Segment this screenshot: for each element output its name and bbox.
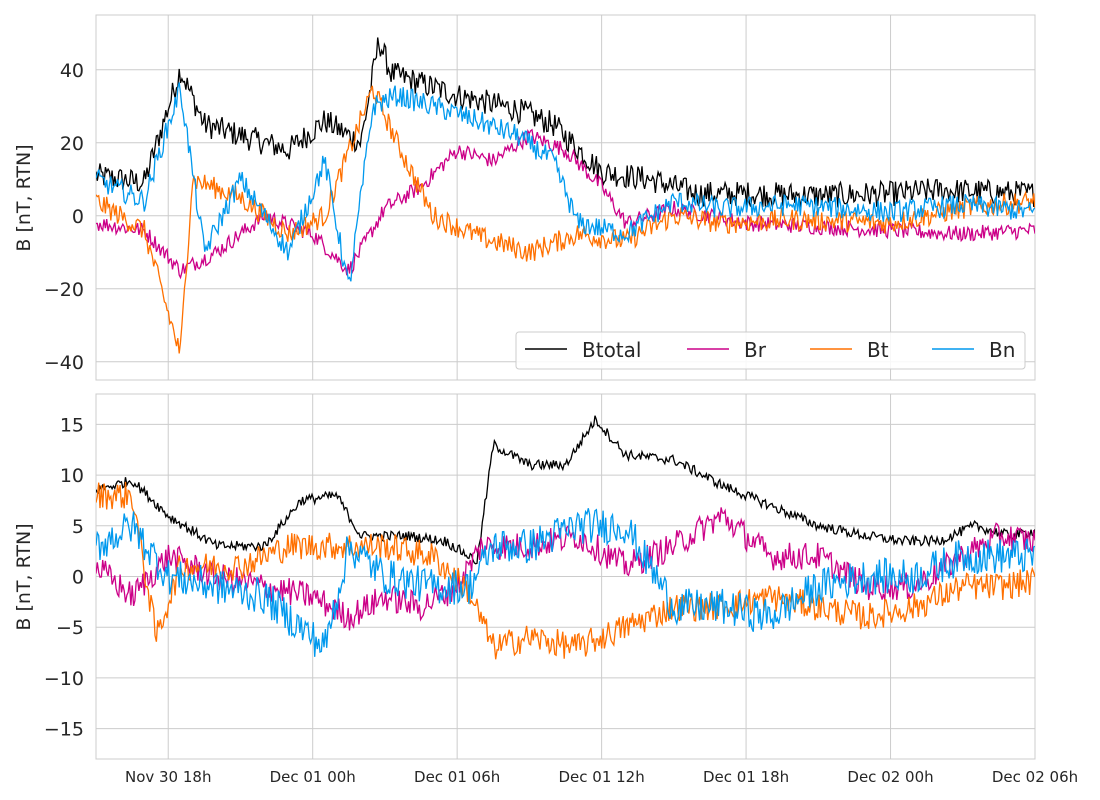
series-line-bt — [96, 85, 1035, 354]
y-tick-label: −10 — [44, 668, 84, 690]
series-line-bt — [96, 481, 1035, 660]
bottom-y-axis-label: B [nT, RTN] — [13, 523, 35, 630]
x-tick-label: Dec 02 00h — [847, 768, 933, 786]
series-line-bn — [96, 508, 1035, 657]
y-tick-label: −15 — [44, 719, 84, 741]
legend-item-bn: Bn — [932, 338, 1015, 362]
y-tick-label: −5 — [56, 617, 84, 639]
legend-label-br: Br — [744, 338, 767, 362]
bottom-yticks: 15 10 5 0 −5 −10 −15 — [44, 414, 84, 740]
top-yticks: 40 20 0 −20 −40 — [44, 60, 84, 374]
series-line-bn — [96, 82, 1035, 282]
legend-item-btotal: Btotal — [525, 338, 641, 362]
legend-item-br: Br — [687, 338, 767, 362]
y-tick-label: 40 — [60, 60, 84, 82]
x-tick-label: Dec 01 06h — [414, 768, 500, 786]
legend-label-bt: Bt — [867, 338, 889, 362]
top-panel: 40 20 0 −20 −40 B [nT, RTN] Btotal Br Bt Bn — [13, 14, 1036, 381]
y-tick-label: 15 — [60, 414, 84, 436]
x-tick-label: Dec 01 12h — [558, 768, 644, 786]
top-lines — [96, 37, 1035, 354]
y-tick-label: −20 — [44, 279, 84, 301]
y-tick-label: 20 — [60, 133, 84, 155]
x-tick-label: Nov 30 18h — [125, 768, 212, 786]
x-tick-label: Dec 01 18h — [703, 768, 789, 786]
legend-label-btotal: Btotal — [582, 338, 641, 362]
series-line-btotal — [96, 37, 1035, 208]
top-y-axis-label: B [nT, RTN] — [13, 144, 35, 251]
series-line-btotal — [96, 415, 1035, 565]
y-tick-label: 10 — [60, 465, 84, 487]
y-tick-label: 5 — [72, 516, 84, 538]
legend-box — [515, 331, 1026, 370]
y-tick-label: 0 — [72, 206, 84, 228]
legend-item-bt: Bt — [810, 338, 889, 362]
bottom-lines — [96, 415, 1035, 660]
y-tick-label: −40 — [44, 352, 84, 374]
y-tick-label: 0 — [72, 567, 84, 589]
x-tick-label: Dec 01 00h — [270, 768, 356, 786]
x-tick-label: Dec 02 06h — [992, 768, 1078, 786]
legend-label-bn: Bn — [989, 338, 1015, 362]
legend: Btotal Br Bt Bn — [515, 331, 1026, 370]
bottom-xticks: Nov 30 18h Dec 01 00h Dec 01 06h Dec 01 12h… — [125, 768, 1078, 786]
top-grid — [96, 15, 1036, 380]
bottom-panel: 15 10 5 0 −5 −10 −15 Nov 30 18h Dec 01 00h Dec 0… — [13, 393, 1078, 786]
